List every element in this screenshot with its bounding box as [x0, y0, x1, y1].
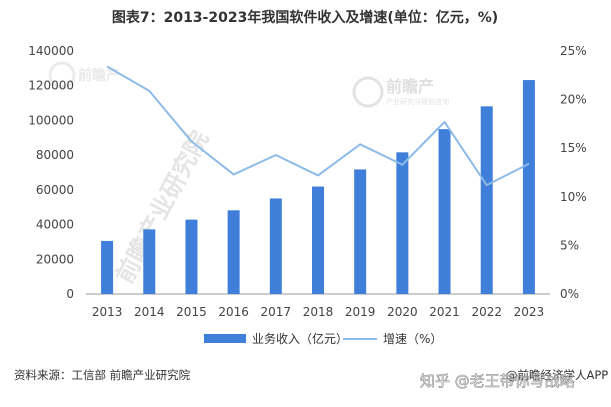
watermark-brand: 前瞻产	[386, 77, 434, 96]
y-axis-right: 0% 5% 10% 15% 20% 25%	[560, 44, 587, 301]
bar-2013	[101, 240, 114, 294]
y-right-tick-label: 25%	[560, 44, 587, 58]
bar-2019	[354, 169, 367, 294]
bar-2018	[312, 186, 324, 294]
bar-2017	[269, 198, 282, 294]
x-tick-label: 2016	[218, 305, 249, 319]
y-right-tick-label: 0%	[560, 287, 579, 301]
y-left-tick-label: 120000	[28, 79, 74, 93]
watermark-brand-2: 前瞻产	[78, 67, 120, 84]
y-right-tick-label: 10%	[560, 190, 587, 204]
y-right-tick-label: 20%	[560, 93, 587, 107]
platform-overlay: 知乎 @老王带你写战略	[420, 372, 575, 390]
x-tick-label: 2021	[429, 305, 460, 319]
bar-2022	[480, 106, 493, 294]
watermark-logo-top: 前瞻产 产业研究与规划咨询	[352, 76, 449, 108]
x-tick-label: 2019	[345, 305, 376, 319]
bar-2016	[227, 210, 240, 294]
x-tick-label: 2015	[176, 305, 207, 319]
bar-2020	[396, 152, 409, 294]
line-series	[106, 65, 530, 187]
y-right-tick-label: 15%	[560, 141, 587, 155]
growth-line	[106, 65, 530, 187]
legend-label-line: 增速（%）	[383, 332, 442, 346]
y-left-tick-label: 20000	[36, 252, 74, 266]
y-left-tick-label: 140000	[28, 44, 74, 58]
y-left-tick-label: 80000	[36, 148, 74, 162]
watermark-diagonal: 前瞻产业研究院	[111, 126, 215, 287]
x-tick-label: 2014	[134, 305, 165, 319]
x-tick-label: 2020	[387, 305, 418, 319]
bar-series	[101, 80, 535, 294]
x-tick-label: 2013	[92, 305, 123, 319]
x-tick-label: 2022	[471, 305, 502, 319]
y-left-tick-label: 100000	[28, 113, 74, 127]
watermark-diagonal-text: 前瞻产业研究院	[111, 126, 215, 287]
x-axis: 2013 2014 2015 2016 2017 2018 2019 2020 2021 2022…	[92, 305, 544, 319]
x-tick-label: 2018	[303, 305, 334, 319]
watermark-logo-top-left: 前瞻产	[48, 61, 120, 89]
bar-2014	[143, 229, 156, 294]
chart-title: 图表7：2013-2023年我国软件收入及增速(单位：亿元，%)	[112, 9, 498, 26]
y-left-tick-label: 0	[66, 287, 74, 301]
legend-swatch-bar	[204, 334, 246, 343]
y-left-tick-label: 60000	[36, 183, 74, 197]
bar-2021	[438, 129, 451, 294]
source-note: 资料来源：工信部 前瞻产业研究院	[14, 368, 191, 382]
x-tick-label: 2023	[514, 305, 545, 319]
legend-label-bar: 业务收入（亿元）	[252, 331, 348, 346]
watermark-tagline: 产业研究与规划咨询	[386, 97, 449, 106]
bar-2015	[185, 219, 198, 294]
x-tick-label: 2017	[261, 305, 292, 319]
legend: 业务收入（亿元） 增速（%）	[204, 331, 442, 346]
y-left-tick-label: 40000	[36, 218, 74, 232]
y-axis-left: 0 20000 40000 60000 80000 100000 120000 140000	[28, 44, 74, 301]
credit-note: @前瞻经济学人APP	[506, 368, 608, 382]
y-right-tick-label: 5%	[560, 238, 579, 252]
bar-2023	[522, 80, 535, 294]
